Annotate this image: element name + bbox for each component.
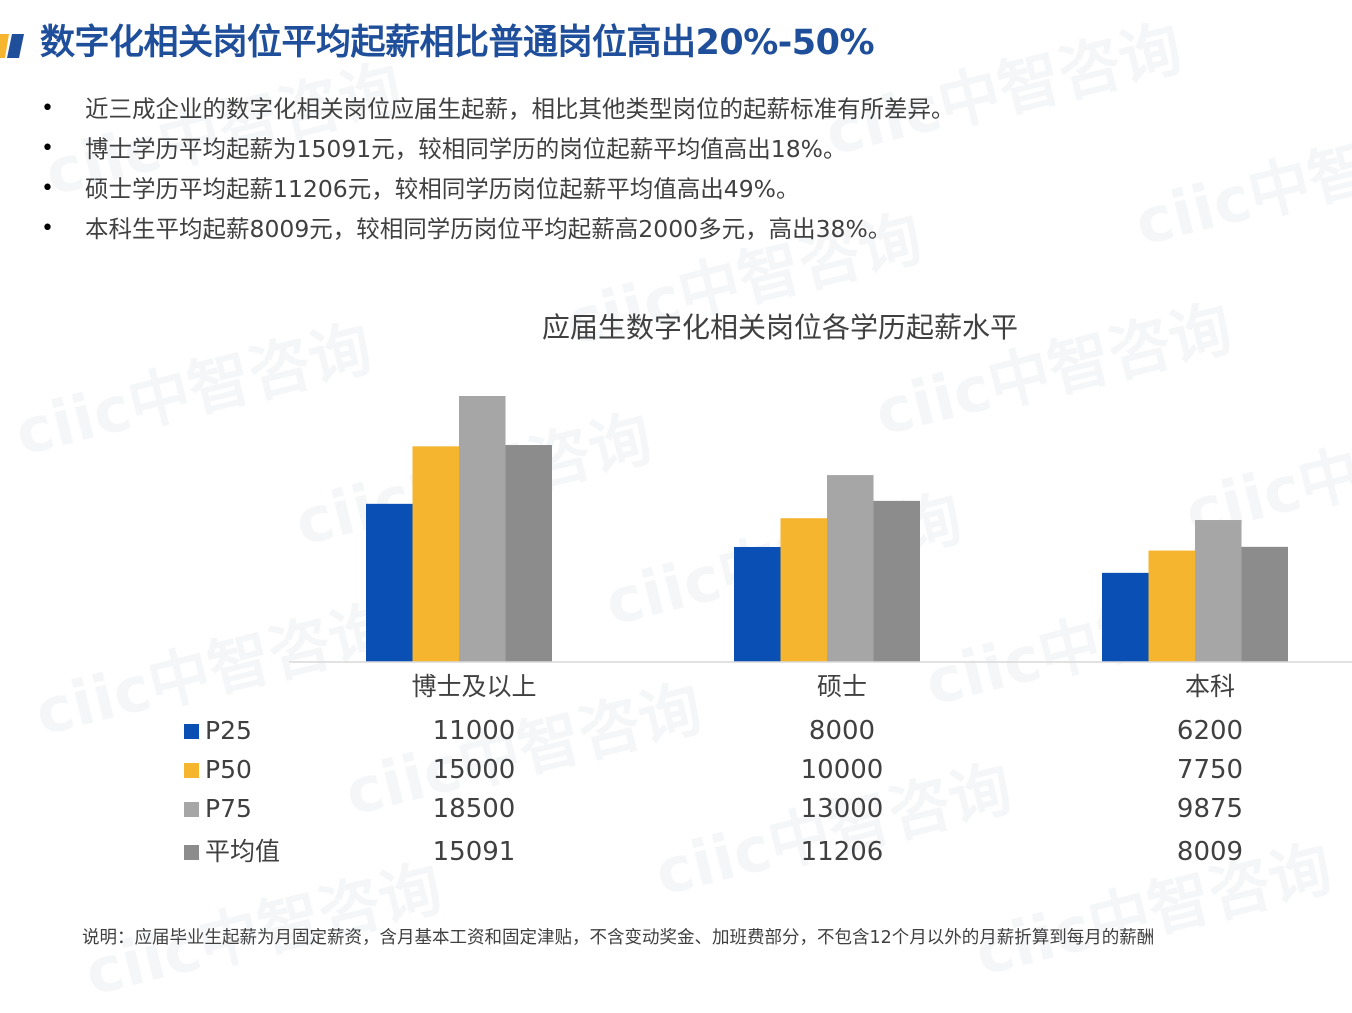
page-title: 数字化相关岗位平均起薪相比普通岗位高出20%-50% <box>40 23 875 63</box>
legend-label: 平均值 <box>205 837 280 866</box>
bar-P75-硕士 <box>827 475 874 662</box>
legend-label: P75 <box>205 794 252 823</box>
bullet-text: 近三成企业的数字化相关岗位应届生起薪，相比其他类型岗位的起薪标准有所差异。 <box>85 95 955 123</box>
bullet-item: • 博士学历平均起薪为15091元，较相同学历的岗位起薪平均值高出18%。 <box>40 129 955 169</box>
bullet-text: 硕士学历平均起薪11206元，较相同学历岗位起薪平均值高出49%。 <box>85 175 800 203</box>
legend-swatch <box>184 845 199 860</box>
bullet-item: • 硕士学历平均起薪11206元，较相同学历岗位起薪平均值高出49%。 <box>40 169 955 209</box>
legend-swatch <box>184 802 199 817</box>
bar-P25-本科 <box>1102 572 1149 662</box>
category-label: 博士及以上 <box>411 672 536 701</box>
category-labels: 博士及以上 硕士 本科 <box>411 672 1235 701</box>
bullet-list: • 近三成企业的数字化相关岗位应届生起薪，相比其他类型岗位的起薪标准有所差异。 •… <box>40 89 955 249</box>
category-label: 硕士 <box>817 672 867 701</box>
bar-P50-硕士 <box>780 518 827 662</box>
data-table-value: 9875 <box>1177 794 1243 824</box>
data-table-value: 10000 <box>801 755 884 785</box>
bullet-dot-icon: • <box>41 96 54 121</box>
data-table: P25 11000 8000 6200 P50 15000 10000 7750 P75 1850… <box>184 716 1243 867</box>
category-label: 本科 <box>1185 672 1235 701</box>
bullet-item: • 本科生平均起薪8009元，较相同学历岗位平均起薪高2000多元，高出38%。 <box>40 209 955 249</box>
data-table-value: 15000 <box>433 755 516 785</box>
data-table-value: 13000 <box>801 794 884 824</box>
bar-P75-博士及以上 <box>459 396 506 662</box>
legend-swatch <box>184 763 199 778</box>
bullet-item: • 近三成企业的数字化相关岗位应届生起薪，相比其他类型岗位的起薪标准有所差异。 <box>40 89 955 129</box>
salary-bar-chart: 应届生数字化相关岗位各学历起薪水平 博士及以上 硕士 本科 P25 11000 8000… <box>184 311 1352 867</box>
data-table-value: 15091 <box>433 837 516 867</box>
bullet-dot-icon: • <box>41 176 54 201</box>
data-table-value: 11206 <box>801 837 884 867</box>
data-table-value: 7750 <box>1177 755 1243 785</box>
bar-P25-博士及以上 <box>366 503 413 662</box>
legend-swatch <box>184 724 199 739</box>
bar-P25-硕士 <box>734 546 781 662</box>
bullet-text: 本科生平均起薪8009元，较相同学历岗位平均起薪高2000多元，高出38%。 <box>85 215 892 243</box>
data-table-value: 11000 <box>433 716 516 746</box>
chart-title: 应届生数字化相关岗位各学历起薪水平 <box>542 311 1018 344</box>
data-table-value: 8009 <box>1177 837 1243 867</box>
bar-平均值-本科 <box>1241 546 1288 662</box>
bullet-dot-icon: • <box>41 216 54 241</box>
bar-平均值-博士及以上 <box>505 445 552 662</box>
bar-P75-本科 <box>1195 520 1242 662</box>
bar-P50-博士及以上 <box>412 446 459 662</box>
bullet-dot-icon: • <box>41 136 54 161</box>
bar-P50-本科 <box>1148 550 1195 662</box>
legend-label: P25 <box>205 716 252 745</box>
accent-stripe-icon <box>0 34 24 58</box>
bullet-text: 博士学历平均起薪为15091元，较相同学历的岗位起薪平均值高出18%。 <box>85 135 847 163</box>
data-table-value: 8000 <box>809 716 875 746</box>
data-table-value: 18500 <box>433 794 516 824</box>
bars-group <box>366 396 1288 662</box>
data-table-value: 6200 <box>1177 716 1243 746</box>
legend-label: P50 <box>205 755 252 784</box>
bar-平均值-硕士 <box>873 500 920 662</box>
footnote: 说明：应届毕业生起薪为月固定薪资，含月基本工资和固定津贴，不含变动奖金、加班费部… <box>82 928 1155 948</box>
